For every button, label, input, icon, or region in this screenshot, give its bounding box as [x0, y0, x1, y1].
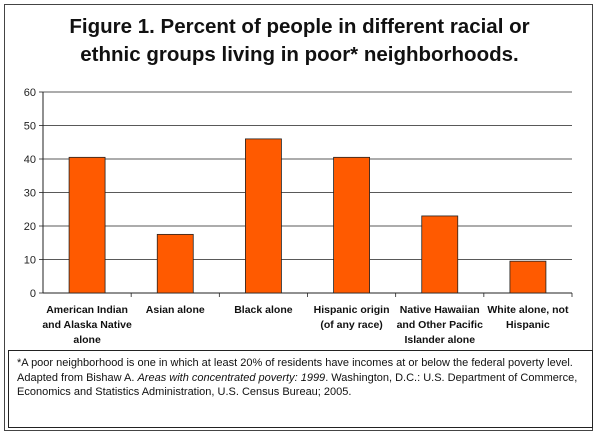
y-tick-label: 10 — [24, 255, 36, 267]
x-category-label: and Other Pacific — [397, 319, 484, 331]
poverty-definition-note: *A poor neighborhood is one in which at … — [17, 357, 573, 369]
title-line-1: Figure 1. Percent of people in different… — [69, 15, 530, 38]
footnote-box: *A poor neighborhood is one in which at … — [8, 350, 593, 428]
y-tick-label: 60 — [24, 87, 36, 99]
bar — [245, 138, 282, 294]
x-category-label: Hispanic origin — [314, 304, 390, 316]
source-prefix: Adapted from Bishaw A. — [17, 371, 138, 384]
bar — [421, 215, 459, 294]
y-tick-label: 40 — [24, 154, 36, 166]
bar — [509, 260, 547, 294]
y-tick-label: 30 — [24, 188, 36, 200]
x-category-label: and Alaska Native — [42, 319, 132, 331]
bar — [68, 156, 106, 294]
chart-title: Figure 1. Percent of people in different… — [5, 13, 594, 69]
bar — [333, 156, 370, 294]
bar — [156, 233, 194, 294]
y-tick-label: 20 — [24, 221, 36, 233]
y-tick-label: 0 — [30, 288, 36, 300]
x-category-label: Islander alone — [404, 334, 475, 346]
x-category-label: Hispanic — [506, 319, 550, 331]
title-line-2: ethnic groups living in poor* neighborho… — [80, 43, 519, 66]
source-suffix: . Washington, D.C.: U.S. Department of C… — [17, 371, 578, 399]
x-category-label: Asian alone — [146, 304, 205, 316]
source-title: Areas with concentrated poverty: 1999 — [137, 371, 326, 384]
x-category-label: (of any race) — [320, 319, 382, 331]
x-category-label: American Indian — [46, 304, 128, 316]
x-category-label: Black alone — [234, 304, 293, 316]
x-category-label: White alone, not — [487, 304, 569, 316]
x-category-label: Native Hawaiian — [400, 304, 480, 316]
x-category-label: alone — [73, 334, 101, 346]
y-tick-label: 50 — [24, 121, 36, 133]
source-citation: Adapted from Bishaw A. Areas with concen… — [17, 371, 584, 400]
